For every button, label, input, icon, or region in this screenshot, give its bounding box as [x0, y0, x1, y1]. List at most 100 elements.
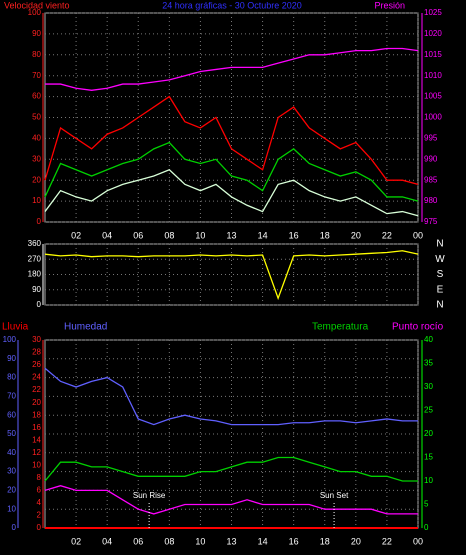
y2-tick-label: 30 — [424, 382, 433, 391]
y2-tick-label: 0 — [424, 523, 429, 532]
x-tick-label: 22 — [382, 536, 392, 546]
y-tick-label: 30 — [7, 467, 16, 476]
y3-tick-label: 8 — [37, 473, 42, 482]
y3-tick-label: 4 — [37, 498, 42, 507]
y2-tick-label: 35 — [424, 359, 433, 368]
y2-tick-label: 25 — [424, 406, 433, 415]
y2-tick-label: 985 — [424, 175, 438, 184]
y2-tick-label: 15 — [424, 453, 433, 462]
x-tick-label: 14 — [258, 536, 268, 546]
series-line — [44, 456, 418, 482]
y-tick-label: 90 — [7, 354, 16, 363]
series-line — [44, 168, 419, 217]
x-tick-label: 02 — [71, 230, 81, 240]
y-tick-label: 10 — [7, 504, 16, 513]
y3-tick-label: 26 — [32, 360, 41, 369]
y-tick-label: 50 — [7, 429, 16, 438]
annotation: Sun Set — [320, 491, 349, 500]
y3-tick-label: 10 — [32, 460, 41, 469]
series-line — [44, 141, 419, 202]
legend-label: Humedad — [64, 322, 107, 333]
y-tick-label: 270 — [28, 254, 42, 263]
y3-tick-label: 20 — [32, 398, 41, 407]
x-tick-label: 00 — [413, 230, 423, 240]
legend-label: Temperatura — [312, 322, 369, 333]
y2-tick-label: 990 — [424, 154, 438, 163]
y-tick-label: 60 — [7, 410, 16, 419]
y2-tick-label: 1005 — [424, 92, 442, 101]
y-tick-label: 70 — [7, 392, 16, 401]
x-tick-label: 04 — [102, 536, 112, 546]
y2-tick-label: 10 — [424, 476, 433, 485]
x-tick-label: 18 — [320, 230, 330, 240]
pressure-label: Presión — [374, 0, 405, 10]
series-line — [45, 47, 419, 91]
y3-tick-label: 2 — [37, 511, 42, 520]
x-tick-label: 08 — [164, 536, 174, 546]
y-tick-label: 0 — [37, 217, 42, 226]
wind-label: Velocidad viento — [4, 0, 70, 10]
y-tick-label: 90 — [32, 29, 41, 38]
y3-tick-label: 30 — [32, 335, 41, 344]
annotation: Sun Rise — [133, 491, 166, 500]
x-tick-label: 06 — [133, 230, 143, 240]
series-line — [44, 367, 418, 426]
y2-tick-label: 5 — [424, 500, 429, 509]
y-tick-label: 40 — [32, 134, 41, 143]
y2-tick-label: 975 — [424, 217, 438, 226]
series-line — [44, 95, 419, 186]
y-tick-label: 360 — [28, 239, 42, 248]
series-line — [44, 250, 419, 301]
y2-tick-label: 20 — [424, 429, 433, 438]
y-tick-label: 20 — [7, 486, 16, 495]
y-tick-label: 180 — [28, 270, 42, 279]
x-tick-label: 04 — [102, 230, 112, 240]
y-tick-label: 100 — [3, 335, 17, 344]
y-tick-label: 80 — [7, 373, 16, 382]
y2-tick-label: 1000 — [424, 113, 442, 122]
x-tick-label: 00 — [413, 536, 423, 546]
x-tick-label: 13 — [226, 536, 236, 546]
series-line — [44, 485, 418, 515]
x-tick-label: 10 — [195, 230, 205, 240]
y-tick-label: 80 — [32, 50, 41, 59]
compass-label: S — [437, 269, 444, 280]
compass-label: N — [436, 239, 443, 250]
x-tick-label: 08 — [164, 230, 174, 240]
y3-tick-label: 28 — [32, 348, 41, 357]
y-tick-label: 30 — [32, 154, 41, 163]
y2-tick-label: 1015 — [424, 50, 442, 59]
x-tick-label: 16 — [289, 230, 299, 240]
y3-tick-label: 6 — [37, 486, 42, 495]
y3-tick-label: 0 — [37, 523, 42, 532]
legend-label: Lluvia — [2, 322, 29, 333]
x-tick-label: 14 — [258, 230, 268, 240]
y3-tick-label: 14 — [32, 435, 41, 444]
y-tick-label: 40 — [7, 448, 16, 457]
x-tick-label: 18 — [320, 536, 330, 546]
y-tick-label: 100 — [28, 8, 42, 17]
x-tick-label: 16 — [289, 536, 299, 546]
y-tick-label: 70 — [32, 71, 41, 80]
y2-tick-label: 40 — [424, 335, 433, 344]
y2-tick-label: 1025 — [424, 8, 442, 17]
y2-tick-label: 1020 — [424, 29, 442, 38]
x-tick-label: 06 — [133, 536, 143, 546]
y-tick-label: 0 — [12, 523, 17, 532]
x-tick-label: 20 — [351, 230, 361, 240]
y2-tick-label: 995 — [424, 134, 438, 143]
x-tick-label: 13 — [226, 230, 236, 240]
y-tick-label: 10 — [32, 196, 41, 205]
compass-label: N — [436, 300, 443, 311]
chart-title: 24 hora gráficas - 30 Octubre 2020 — [162, 0, 302, 10]
x-tick-label: 02 — [71, 536, 81, 546]
plot-frame — [44, 243, 419, 306]
y2-tick-label: 1010 — [424, 71, 442, 80]
x-tick-label: 22 — [382, 230, 392, 240]
y-tick-label: 90 — [32, 285, 41, 294]
x-tick-label: 20 — [351, 536, 361, 546]
y-tick-label: 0 — [37, 300, 42, 309]
y-tick-label: 60 — [32, 92, 41, 101]
y2-tick-label: 980 — [424, 196, 438, 205]
